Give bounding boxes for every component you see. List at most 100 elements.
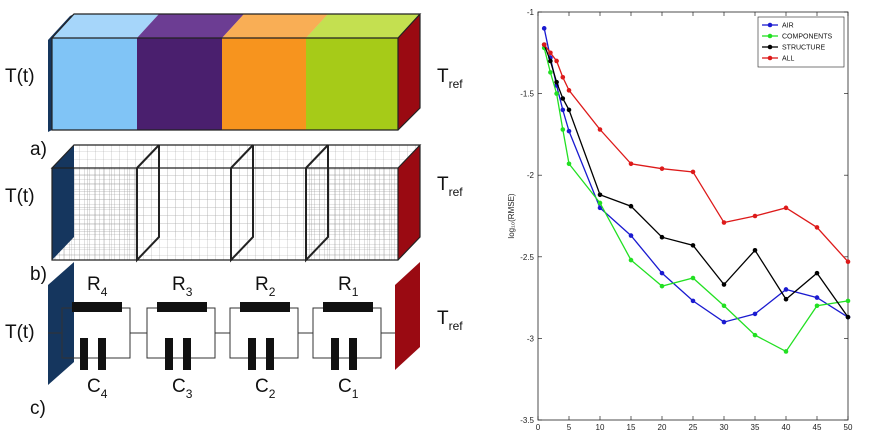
input-label: T(t) bbox=[5, 186, 35, 207]
legend-marker bbox=[767, 55, 773, 61]
series-marker bbox=[566, 88, 572, 93]
series-marker bbox=[597, 205, 603, 211]
series-marker bbox=[721, 282, 727, 287]
ref-label: Tref bbox=[437, 66, 463, 91]
legend-label: AIR bbox=[782, 23, 794, 30]
ref-sub: ref bbox=[449, 319, 464, 333]
series-marker bbox=[560, 107, 566, 113]
series-marker bbox=[541, 26, 547, 31]
panel-label: a) bbox=[30, 139, 47, 160]
x-tick-label: 45 bbox=[813, 423, 822, 432]
series-marker bbox=[628, 161, 634, 167]
panel-label: c) bbox=[30, 398, 46, 419]
legend-marker bbox=[767, 33, 773, 39]
series-line bbox=[543, 47, 849, 353]
ref-base: T bbox=[437, 308, 449, 329]
y-tick-label: -1 bbox=[527, 8, 535, 17]
y-axis-label: log₁₀(RMSE) bbox=[507, 193, 516, 238]
series-marker bbox=[566, 128, 572, 134]
series-marker bbox=[721, 220, 727, 225]
series-marker bbox=[560, 96, 566, 101]
series-marker bbox=[783, 296, 789, 302]
capacitor-label: C4 bbox=[87, 376, 108, 401]
series-marker bbox=[814, 225, 820, 230]
label-sub: 4 bbox=[101, 387, 108, 401]
series-marker bbox=[783, 287, 789, 292]
label-base: C bbox=[172, 376, 186, 397]
x-tick-label: 50 bbox=[844, 423, 853, 432]
ref-base: T bbox=[437, 174, 449, 195]
input-label: T(t) bbox=[5, 66, 35, 87]
x-tick-label: 40 bbox=[782, 423, 791, 432]
ref-label: Tref bbox=[437, 174, 463, 199]
series-marker bbox=[783, 205, 789, 211]
series-marker bbox=[628, 233, 634, 238]
series-marker bbox=[548, 50, 553, 56]
panel-label: b) bbox=[30, 264, 47, 285]
y-tick-label: -1.5 bbox=[520, 90, 534, 99]
series-marker bbox=[628, 203, 634, 209]
series-marker bbox=[566, 161, 572, 167]
label-sub: 2 bbox=[269, 387, 276, 401]
x-tick-label: 25 bbox=[689, 423, 698, 432]
series-marker bbox=[548, 70, 553, 75]
y-tick-label: -2 bbox=[527, 171, 535, 180]
capacitor-label: C1 bbox=[338, 376, 359, 401]
series-marker bbox=[554, 79, 559, 85]
y-tick-label: -3 bbox=[527, 334, 535, 343]
x-tick-label: 15 bbox=[627, 423, 636, 432]
x-tick-label: 30 bbox=[720, 423, 729, 432]
input-label: T(t) bbox=[5, 322, 35, 343]
x-tick-label: 10 bbox=[596, 423, 605, 432]
plot-area bbox=[537, 11, 849, 421]
series-marker bbox=[690, 275, 696, 281]
ref-sub: ref bbox=[449, 77, 464, 91]
ref-base: T bbox=[437, 66, 449, 87]
series-marker bbox=[560, 127, 566, 132]
label-sub: 1 bbox=[352, 285, 359, 299]
resistor-label: R4 bbox=[87, 274, 108, 299]
series-marker bbox=[659, 166, 665, 171]
series-line bbox=[543, 44, 849, 263]
series-marker bbox=[597, 192, 603, 198]
label-base: R bbox=[87, 274, 101, 295]
series-marker bbox=[566, 107, 572, 113]
y-tick-label: -2.5 bbox=[520, 253, 534, 262]
series-marker bbox=[814, 303, 820, 309]
series-marker bbox=[721, 319, 727, 325]
series-marker bbox=[752, 213, 758, 219]
series-marker bbox=[597, 127, 603, 132]
resistor-label: R3 bbox=[172, 274, 193, 299]
x-tick-label: 35 bbox=[751, 423, 760, 432]
series-marker bbox=[721, 303, 727, 309]
label-sub: 4 bbox=[101, 285, 108, 299]
series-marker bbox=[845, 298, 851, 304]
legend-label: ALL bbox=[782, 56, 795, 63]
series-marker bbox=[541, 42, 547, 47]
legend-label: COMPONENTS bbox=[782, 34, 833, 41]
legend-label: STRUCTURE bbox=[782, 45, 825, 52]
label-sub: 1 bbox=[352, 387, 359, 401]
capacitor-label: C2 bbox=[255, 376, 276, 401]
legend-marker bbox=[767, 22, 773, 28]
label-sub: 3 bbox=[186, 285, 193, 299]
label-base: C bbox=[338, 376, 352, 397]
series-marker bbox=[548, 58, 553, 64]
label-base: R bbox=[255, 274, 269, 295]
series-marker bbox=[659, 270, 665, 276]
x-tick-label: 0 bbox=[536, 423, 541, 432]
x-tick-label: 5 bbox=[567, 423, 572, 432]
series-marker bbox=[845, 259, 851, 264]
series-marker bbox=[814, 270, 820, 276]
label-base: R bbox=[172, 274, 186, 295]
series-marker bbox=[560, 74, 566, 80]
label-sub: 2 bbox=[269, 285, 276, 299]
series-marker bbox=[690, 298, 696, 304]
resistor-label: R1 bbox=[338, 274, 359, 299]
ref-sub: ref bbox=[449, 185, 464, 199]
series-marker bbox=[659, 283, 665, 289]
series-line bbox=[543, 44, 849, 318]
series-marker bbox=[628, 257, 634, 263]
label-base: C bbox=[255, 376, 269, 397]
